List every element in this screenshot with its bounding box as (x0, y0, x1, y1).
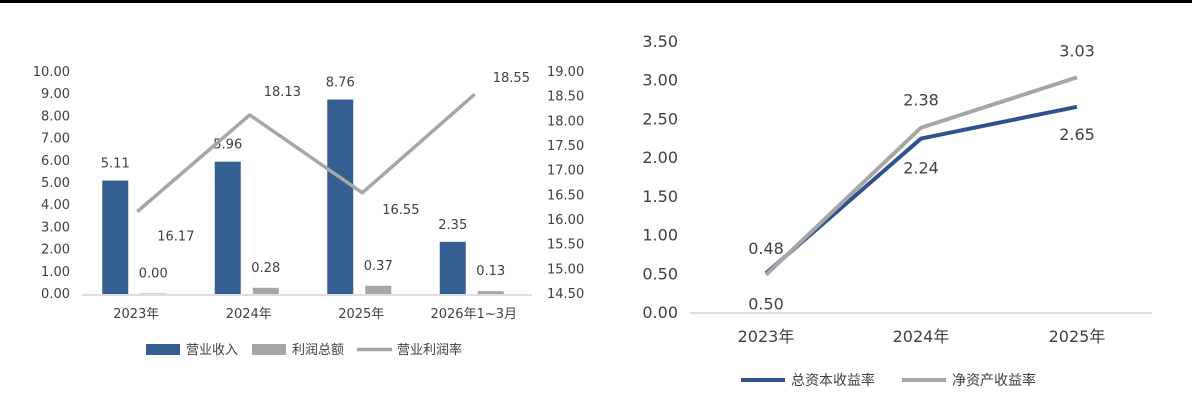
revenue-data-label: 8.76 (326, 76, 355, 91)
y-tick-label: 4.00 (41, 198, 70, 213)
roe-line (764, 75, 1078, 277)
roa-line (764, 104, 1078, 275)
y-tick-label: 0.50 (642, 264, 678, 283)
profit-data-label: 0.28 (251, 261, 280, 276)
x-tick-label: 2024年 (226, 307, 272, 322)
y-tick-label: 5.00 (41, 176, 70, 191)
y-tick-label: 8.00 (41, 109, 70, 124)
y2-tick-label: 18.50 (547, 90, 584, 105)
legend-swatch-revenue (146, 344, 180, 355)
x-tick-label: 2025年 (338, 307, 384, 322)
y-tick-label: 3.00 (642, 71, 678, 90)
y-tick-label: 2.00 (41, 243, 70, 258)
x-tick-label: 2023年 (738, 327, 795, 346)
margin-data-label: 18.13 (264, 85, 301, 100)
y-tick-label: 1.00 (642, 226, 678, 245)
profit-bar (140, 293, 167, 294)
y2-tick-label: 16.50 (547, 188, 584, 203)
y-tick-label: 1.50 (642, 187, 678, 206)
revenue-data-label: 5.11 (101, 157, 130, 172)
y2-tick-label: 15.50 (547, 238, 584, 253)
profit-bar (477, 291, 504, 294)
revenue-profit-chart: 10.00 9.00 8.00 7.00 6.00 5.00 4.00 3.00 2.00 1.0… (33, 65, 584, 358)
x-tick-label: 2025年 (1049, 327, 1106, 346)
y-tick-label: 0.00 (642, 303, 678, 322)
y2-tick-label: 19.00 (547, 65, 584, 80)
profit-bar (252, 287, 279, 294)
revenue-data-label: 5.96 (213, 138, 242, 153)
x-tick-label: 2023年 (113, 307, 159, 322)
y-tick-label: 1.00 (41, 265, 70, 280)
legend-label-roe: 净资产收益率 (952, 372, 1036, 389)
legend-label-profit: 利润总额 (292, 343, 344, 358)
y-tick-label: 10.00 (33, 65, 70, 80)
roa-data-label: 0.50 (748, 294, 784, 313)
y2-tick-label: 18.00 (547, 114, 584, 129)
y-tick-label: 0.00 (41, 287, 70, 302)
legend-label-revenue: 营业收入 (186, 343, 238, 358)
y2-tick-label: 17.50 (547, 139, 584, 154)
y-tick-label: 9.00 (41, 87, 70, 102)
roe-data-label: 0.48 (748, 239, 784, 258)
margin-data-label: 18.55 (493, 71, 530, 86)
margin-data-label: 16.17 (157, 230, 194, 245)
y-tick-label: 2.00 (642, 148, 678, 167)
y2-tick-label: 16.00 (547, 213, 584, 228)
x-tick-label: 2024年 (893, 327, 950, 346)
profit-data-label: 0.00 (139, 267, 168, 282)
profit-data-label: 0.13 (476, 264, 505, 279)
x-tick-label: 2026年1~3月 (430, 307, 517, 322)
revenue-bar (439, 241, 466, 294)
profit-data-label: 0.37 (364, 259, 393, 274)
revenue-data-label: 2.35 (438, 218, 467, 233)
y-tick-label: 3.00 (41, 220, 70, 235)
revenue-bar (327, 99, 354, 294)
top-border (0, 0, 1192, 3)
y2-tick-label: 17.00 (547, 164, 584, 179)
y2-tick-label: 15.00 (547, 262, 584, 277)
legend-label-roa: 总资本收益率 (791, 372, 875, 389)
roa-data-label: 2.65 (1059, 125, 1095, 144)
roa-data-label: 2.24 (903, 159, 939, 178)
roe-data-label: 2.38 (903, 91, 939, 110)
margin-line (136, 92, 476, 213)
legend-swatch-profit (252, 344, 286, 355)
revenue-bar (102, 180, 129, 294)
legend: 营业收入 利润总额 营业利润率 (146, 342, 462, 358)
y-tick-label: 6.00 (41, 154, 70, 169)
y2-tick-label: 14.50 (547, 287, 584, 302)
y-tick-label: 7.00 (41, 132, 70, 147)
revenue-bar (214, 161, 241, 294)
profit-bar (365, 285, 392, 294)
legend: 总资本收益率 净资产收益率 (741, 372, 1036, 389)
y-tick-label: 3.50 (642, 32, 678, 51)
margin-data-label: 16.55 (382, 203, 419, 218)
roe-data-label: 3.03 (1059, 41, 1095, 60)
y-tick-label: 2.50 (642, 109, 678, 128)
legend-label-margin: 营业利润率 (397, 342, 462, 358)
